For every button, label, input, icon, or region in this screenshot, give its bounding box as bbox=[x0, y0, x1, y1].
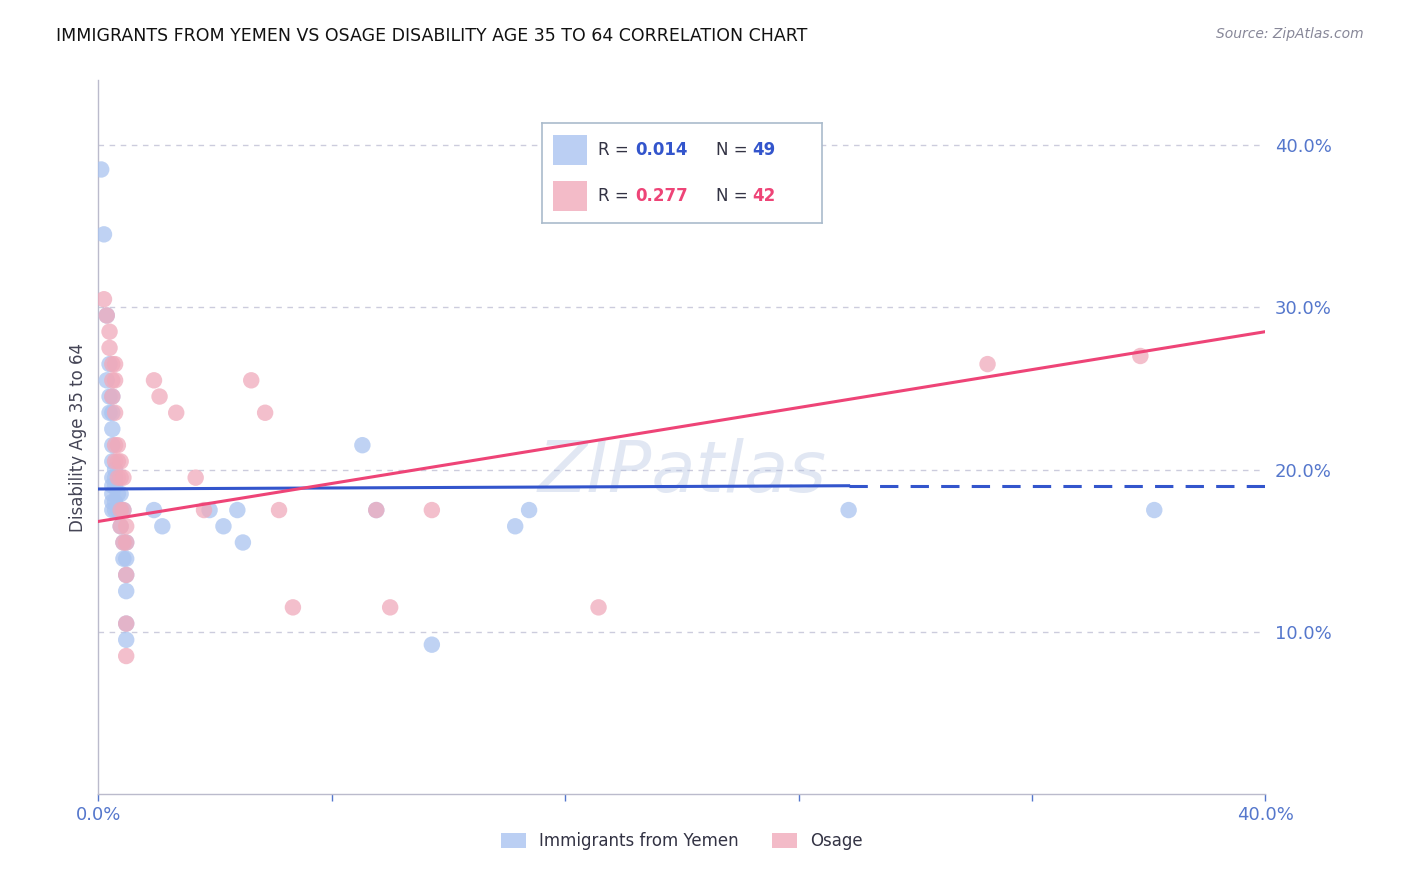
Text: IMMIGRANTS FROM YEMEN VS OSAGE DISABILITY AGE 35 TO 64 CORRELATION CHART: IMMIGRANTS FROM YEMEN VS OSAGE DISABILIT… bbox=[56, 27, 807, 45]
Point bbox=[101, 454, 124, 468]
Point bbox=[112, 503, 135, 517]
Point bbox=[104, 454, 127, 468]
Point bbox=[226, 503, 249, 517]
Point bbox=[115, 616, 138, 631]
Point bbox=[110, 503, 132, 517]
Point bbox=[104, 462, 127, 476]
Point bbox=[104, 495, 127, 509]
Point bbox=[115, 632, 138, 647]
Point bbox=[115, 568, 138, 582]
Point bbox=[115, 584, 138, 599]
Point bbox=[107, 454, 129, 468]
Point bbox=[104, 479, 127, 493]
Point bbox=[107, 470, 129, 484]
Point bbox=[352, 438, 374, 452]
Point bbox=[107, 503, 129, 517]
Point bbox=[517, 503, 540, 517]
Point bbox=[838, 503, 860, 517]
Point bbox=[115, 568, 138, 582]
Point bbox=[115, 551, 138, 566]
Point bbox=[143, 503, 166, 517]
Point bbox=[104, 470, 127, 484]
Point bbox=[112, 551, 135, 566]
Point bbox=[254, 406, 277, 420]
Point bbox=[503, 519, 526, 533]
Text: Source: ZipAtlas.com: Source: ZipAtlas.com bbox=[1216, 27, 1364, 41]
Point bbox=[93, 227, 115, 242]
Point bbox=[150, 519, 173, 533]
Point bbox=[1129, 349, 1152, 363]
Point bbox=[96, 309, 118, 323]
Point bbox=[98, 341, 121, 355]
Point bbox=[101, 390, 124, 404]
Text: ZIPatlas: ZIPatlas bbox=[537, 438, 827, 508]
Point bbox=[101, 503, 124, 517]
Point bbox=[98, 357, 121, 371]
Point bbox=[165, 406, 187, 420]
Point bbox=[101, 479, 124, 493]
Point bbox=[143, 373, 166, 387]
Point bbox=[112, 503, 135, 517]
Point bbox=[198, 503, 221, 517]
Point bbox=[420, 638, 443, 652]
Point bbox=[1143, 503, 1166, 517]
Point bbox=[101, 422, 124, 436]
Point bbox=[184, 470, 207, 484]
Point bbox=[110, 519, 132, 533]
Point bbox=[101, 373, 124, 387]
Point bbox=[212, 519, 235, 533]
Point bbox=[98, 325, 121, 339]
Point bbox=[104, 357, 127, 371]
Point bbox=[104, 373, 127, 387]
Point bbox=[96, 373, 118, 387]
Point bbox=[112, 470, 135, 484]
Point bbox=[115, 535, 138, 549]
Point bbox=[101, 487, 124, 501]
Point bbox=[366, 503, 388, 517]
Point bbox=[110, 503, 132, 517]
Point bbox=[104, 503, 127, 517]
Point bbox=[90, 162, 112, 177]
Point bbox=[976, 357, 998, 371]
Point bbox=[96, 309, 118, 323]
Point bbox=[232, 535, 254, 549]
Point bbox=[193, 503, 215, 517]
Point bbox=[110, 487, 132, 501]
Point bbox=[107, 438, 129, 452]
Point bbox=[110, 519, 132, 533]
Point bbox=[101, 406, 124, 420]
Point bbox=[98, 390, 121, 404]
Point bbox=[101, 357, 124, 371]
Point bbox=[93, 292, 115, 306]
Point bbox=[98, 406, 121, 420]
Point bbox=[267, 503, 290, 517]
Point bbox=[115, 519, 138, 533]
Point bbox=[101, 390, 124, 404]
Point bbox=[588, 600, 610, 615]
Point bbox=[110, 454, 132, 468]
Point bbox=[104, 438, 127, 452]
Point bbox=[104, 406, 127, 420]
Point bbox=[115, 648, 138, 663]
Point bbox=[112, 535, 135, 549]
Point bbox=[101, 438, 124, 452]
Y-axis label: Disability Age 35 to 64: Disability Age 35 to 64 bbox=[69, 343, 87, 532]
Point bbox=[112, 535, 135, 549]
Point bbox=[107, 487, 129, 501]
Point bbox=[110, 470, 132, 484]
Point bbox=[101, 495, 124, 509]
Point bbox=[115, 535, 138, 549]
Point bbox=[281, 600, 304, 615]
Point bbox=[366, 503, 388, 517]
Point bbox=[101, 470, 124, 484]
Point bbox=[148, 390, 170, 404]
Point bbox=[380, 600, 402, 615]
Point bbox=[420, 503, 443, 517]
Legend: Immigrants from Yemen, Osage: Immigrants from Yemen, Osage bbox=[494, 826, 870, 857]
Point bbox=[240, 373, 263, 387]
Point bbox=[115, 616, 138, 631]
